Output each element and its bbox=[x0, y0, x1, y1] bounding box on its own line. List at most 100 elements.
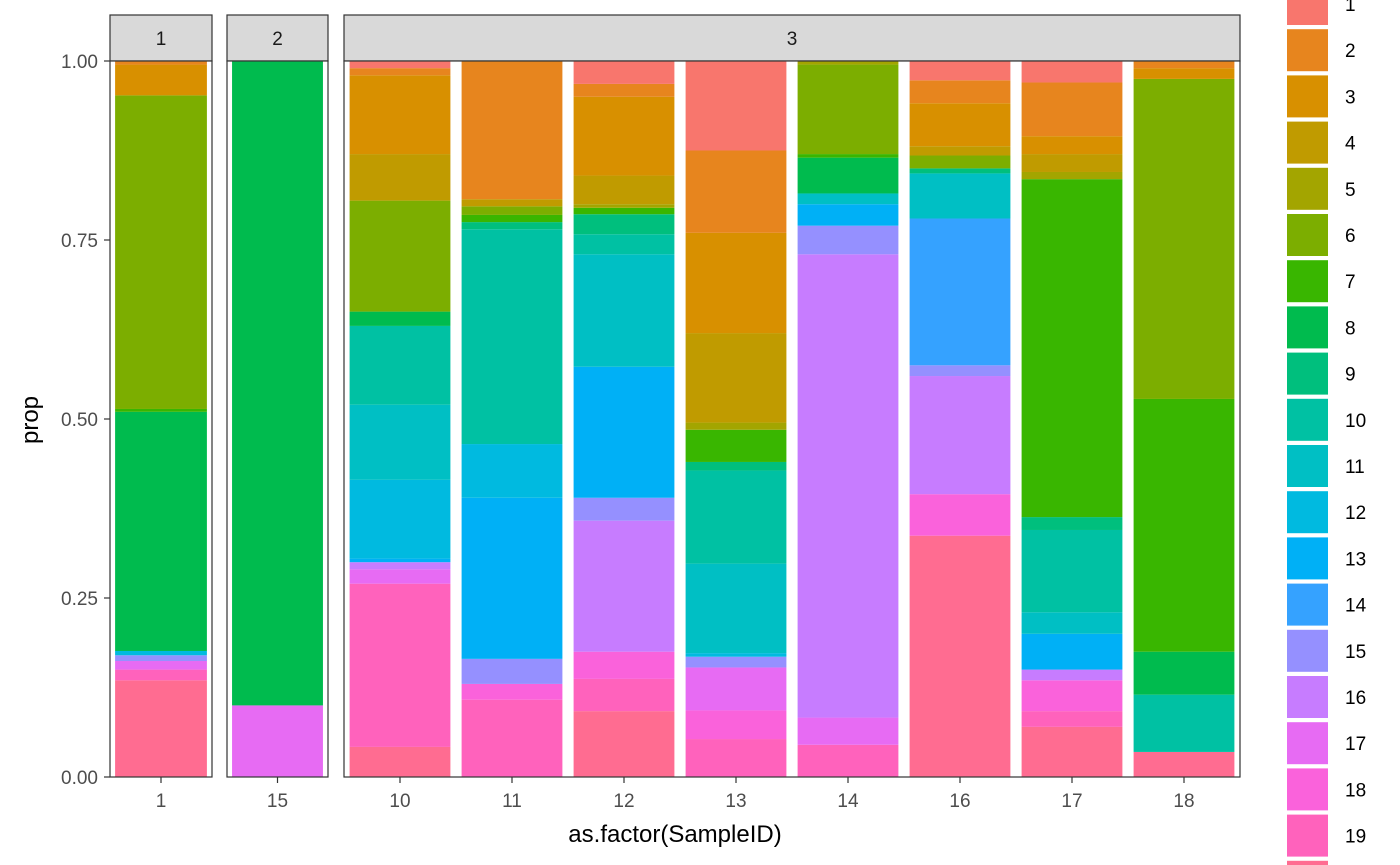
bar-segment-cluster-13 bbox=[797, 204, 899, 226]
legend-key bbox=[1287, 445, 1328, 487]
legend-label: 8 bbox=[1345, 318, 1356, 339]
legend-key bbox=[1287, 260, 1328, 303]
bar-segment-cluster-4 bbox=[461, 199, 563, 207]
bar-segment-cluster-4 bbox=[349, 154, 451, 201]
x-tick-label: 1 bbox=[156, 791, 167, 812]
bar-segment-cluster-5 bbox=[797, 61, 899, 65]
bar-segment-cluster-6 bbox=[909, 155, 1011, 169]
bar-segment-cluster-12 bbox=[461, 444, 563, 498]
bar-segment-cluster-19 bbox=[115, 669, 207, 681]
bar-segment-cluster-3 bbox=[115, 64, 207, 96]
bar-segment-cluster-20 bbox=[909, 535, 1011, 777]
bar-segment-cluster-8 bbox=[1133, 651, 1235, 695]
bar-segment-cluster-11 bbox=[909, 173, 1011, 219]
bar-segment-cluster-19 bbox=[461, 699, 563, 777]
legend-key bbox=[1287, 0, 1328, 25]
bar-segment-cluster-9 bbox=[1021, 517, 1123, 530]
legend-label: 10 bbox=[1345, 411, 1366, 432]
bar-segment-cluster-12 bbox=[349, 479, 451, 559]
bar-segment-cluster-6 bbox=[349, 200, 451, 312]
legend-item: 15 bbox=[1287, 629, 1366, 672]
x-tick-label: 11 bbox=[502, 791, 522, 812]
legend-item: 17 bbox=[1287, 722, 1366, 765]
bar-segment-cluster-16 bbox=[1021, 669, 1123, 681]
bar-segment-cluster-4 bbox=[1021, 154, 1123, 172]
facet-panel-3: 3 bbox=[343, 14, 1241, 778]
legend-item: 2 bbox=[1287, 29, 1356, 72]
bar-segment-cluster-8 bbox=[797, 157, 899, 194]
legend-label: 5 bbox=[1345, 180, 1356, 201]
bar-segment-cluster-4 bbox=[685, 333, 787, 423]
bar-segment-cluster-11 bbox=[573, 254, 675, 367]
y-tick-label: 0.00 bbox=[61, 768, 98, 789]
legend-key bbox=[1287, 676, 1328, 718]
legend-key bbox=[1287, 167, 1328, 210]
x-tick-label: 18 bbox=[1173, 791, 1194, 812]
bar-segment-cluster-1 bbox=[349, 61, 451, 69]
legend-item: 14 bbox=[1287, 583, 1367, 626]
bar-segment-cluster-16 bbox=[909, 376, 1011, 495]
x-tick-label: 13 bbox=[725, 791, 746, 812]
bar-segment-cluster-16 bbox=[349, 562, 451, 570]
bar-sample-18 bbox=[1133, 61, 1235, 777]
bar-segment-cluster-17 bbox=[115, 661, 207, 670]
bar-segment-cluster-3 bbox=[349, 75, 451, 155]
x-tick-label: 14 bbox=[837, 791, 859, 812]
legend-label: 2 bbox=[1345, 41, 1356, 62]
legend-label: 17 bbox=[1345, 734, 1366, 755]
legend-item: 10 bbox=[1287, 398, 1366, 441]
bar-segment-cluster-4 bbox=[909, 146, 1011, 156]
bar-segment-cluster-11 bbox=[349, 404, 451, 480]
legend-item: 9 bbox=[1287, 352, 1356, 395]
legend-key bbox=[1287, 722, 1328, 765]
legend-key bbox=[1287, 352, 1328, 395]
bar-sample-17 bbox=[1021, 61, 1123, 777]
bar-segment-cluster-5 bbox=[685, 422, 787, 430]
legend-key bbox=[1287, 75, 1328, 118]
legend-item: 11 bbox=[1287, 445, 1365, 487]
legend-key bbox=[1287, 583, 1328, 626]
facet-strip-label: 2 bbox=[272, 29, 283, 50]
bar-sample-16 bbox=[909, 61, 1011, 777]
facet-strip bbox=[226, 14, 329, 62]
legend-label: 12 bbox=[1345, 503, 1366, 524]
bar-segment-cluster-2 bbox=[115, 61, 207, 65]
bar-segment-cluster-18 bbox=[461, 683, 563, 700]
bar-segment-cluster-20 bbox=[349, 746, 451, 777]
bar-segment-cluster-1 bbox=[685, 61, 787, 151]
bar-segment-cluster-3 bbox=[1133, 68, 1235, 79]
bar-segment-cluster-9 bbox=[685, 461, 787, 471]
bar-segment-cluster-20 bbox=[573, 711, 675, 777]
legend-label: 14 bbox=[1345, 596, 1367, 617]
facet-panel-1: 1 bbox=[109, 14, 213, 778]
legend-label: 7 bbox=[1345, 272, 1356, 293]
bar-segment-cluster-5 bbox=[573, 204, 675, 208]
legend-item: 1 bbox=[1287, 0, 1356, 25]
bar-segment-cluster-19 bbox=[685, 739, 787, 777]
bar-segment-cluster-15 bbox=[909, 365, 1011, 377]
legend-label: 11 bbox=[1345, 457, 1365, 478]
bar-segment-cluster-7 bbox=[797, 154, 899, 158]
bar-segment-cluster-3 bbox=[1021, 136, 1123, 155]
legend-key bbox=[1287, 491, 1328, 534]
bar-segment-cluster-11 bbox=[1021, 612, 1123, 634]
bar-segment-cluster-7 bbox=[573, 207, 675, 215]
y-tick-label: 1.00 bbox=[61, 52, 98, 73]
bar-segment-cluster-2 bbox=[1021, 82, 1123, 137]
legend-item: 5 bbox=[1287, 167, 1356, 210]
bar-segment-cluster-10 bbox=[1021, 529, 1123, 613]
bar-segment-cluster-13 bbox=[573, 366, 675, 498]
legend-label: 3 bbox=[1345, 87, 1356, 108]
bar-segment-cluster-19 bbox=[797, 744, 899, 777]
bar-segment-cluster-19 bbox=[349, 583, 451, 747]
facet-panels: 1 2 3 bbox=[109, 14, 1241, 778]
bar-segment-cluster-2 bbox=[349, 68, 451, 76]
bar-segment-cluster-6 bbox=[115, 95, 207, 409]
legend-label: 4 bbox=[1345, 134, 1356, 155]
legend-item: 19 bbox=[1287, 814, 1366, 857]
bar-sample-10 bbox=[349, 61, 451, 777]
legend-item: 13 bbox=[1287, 537, 1366, 580]
legend-item: 16 bbox=[1287, 676, 1366, 718]
bar-segment-cluster-7 bbox=[1021, 179, 1123, 518]
